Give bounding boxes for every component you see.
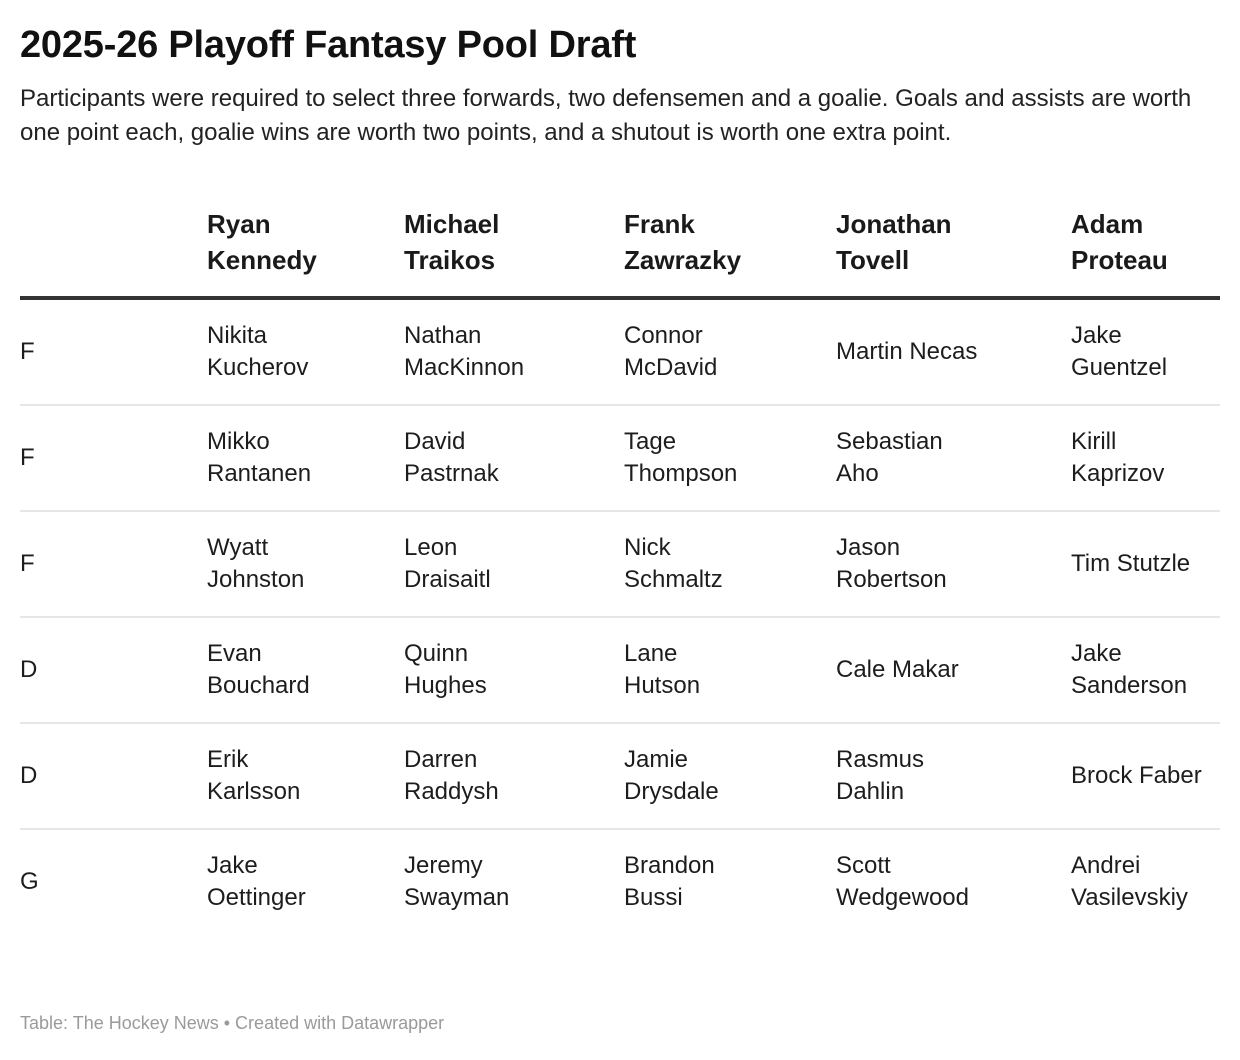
datawrapper-table-container: 2025-26 Playoff Fantasy Pool Draft Parti… — [20, 24, 1220, 934]
draft-table: Ryan Kennedy Michael Traikos Frank Zawra… — [20, 206, 1220, 934]
pick-cell: Connor McDavid — [624, 298, 836, 406]
table-row: F Mikko Rantanen David Pastrnak Tage Thomps… — [20, 405, 1220, 512]
pick-cell: Erik Karlsson — [207, 723, 404, 830]
pick-cell: Jake Guentzel — [1071, 298, 1220, 406]
page-title: 2025-26 Playoff Fantasy Pool Draft — [20, 24, 637, 66]
table-row: F Wyatt Johnston Leon Draisaitl Nick Schmal… — [20, 511, 1220, 618]
position-cell: D — [20, 617, 207, 724]
table-row: D Evan Bouchard Quinn Hughes Lane Hutson Ca… — [20, 617, 1220, 724]
column-header-jonathan-tovell: Jonathan Tovell — [836, 206, 1071, 300]
table-row: G Jake Oettinger Jeremy Swayman Brandon Bus… — [20, 829, 1220, 934]
pick-cell: Jason Robertson — [836, 511, 1071, 618]
pick-cell: Martin Necas — [836, 298, 1071, 406]
pick-cell: Sebastian Aho — [836, 405, 1071, 512]
pick-cell: Wyatt Johnston — [207, 511, 404, 618]
pick-cell: Mikko Rantanen — [207, 405, 404, 512]
pick-cell: Tage Thompson — [624, 405, 836, 512]
column-header-ryan-kennedy: Ryan Kennedy — [207, 206, 404, 300]
pick-cell: Kirill Kaprizov — [1071, 405, 1220, 512]
position-cell: F — [20, 511, 207, 618]
pick-cell: Lane Hutson — [624, 617, 836, 724]
pick-cell: Brock Faber — [1071, 723, 1220, 830]
pick-cell: Jeremy Swayman — [404, 852, 510, 911]
pick-cell: Evan Bouchard — [207, 617, 404, 724]
column-header-michael-traikos: Michael Traikos — [404, 206, 624, 300]
table-row: F Nikita Kucherov Nathan MacKinnon Connor M… — [20, 298, 1220, 406]
column-header-position — [20, 206, 207, 300]
pick-cell: Andrei Vasilevskiy — [1071, 852, 1188, 911]
pick-cell: Scott Wedgewood — [836, 852, 969, 911]
table-header-row: Ryan Kennedy Michael Traikos Frank Zawra… — [20, 206, 1220, 300]
pick-cell: Tim Stutzle — [1071, 511, 1220, 618]
source-credit: Table: The Hockey News • Created with Da… — [20, 1013, 445, 1033]
column-header-adam-proteau: Adam Proteau — [1071, 206, 1220, 300]
pick-cell: Darren Raddysh — [404, 723, 624, 830]
pick-cell: Jake Sanderson — [1071, 617, 1220, 724]
table-row: D Erik Karlsson Darren Raddysh Jamie Drysda… — [20, 723, 1220, 830]
position-cell: G — [20, 868, 39, 895]
pick-cell: Nikita Kucherov — [207, 298, 404, 406]
position-cell: D — [20, 723, 207, 830]
pick-cell: Leon Draisaitl — [404, 511, 624, 618]
table-description: Participants were required to select thr… — [20, 85, 1192, 146]
position-cell: F — [20, 405, 207, 512]
pick-cell: Rasmus Dahlin — [836, 723, 1071, 830]
pick-cell: Nick Schmaltz — [624, 511, 836, 618]
position-cell: F — [20, 298, 207, 406]
column-header-frank-zawrazky: Frank Zawrazky — [624, 206, 836, 300]
pick-cell: David Pastrnak — [404, 405, 624, 512]
pick-cell: Quinn Hughes — [404, 617, 624, 724]
pick-cell: Nathan MacKinnon — [404, 298, 624, 406]
pick-cell: Jamie Drysdale — [624, 723, 836, 830]
pick-cell: Cale Makar — [836, 617, 1071, 724]
pick-cell: Jake Oettinger — [207, 852, 306, 911]
pick-cell: Brandon Bussi — [624, 852, 715, 911]
